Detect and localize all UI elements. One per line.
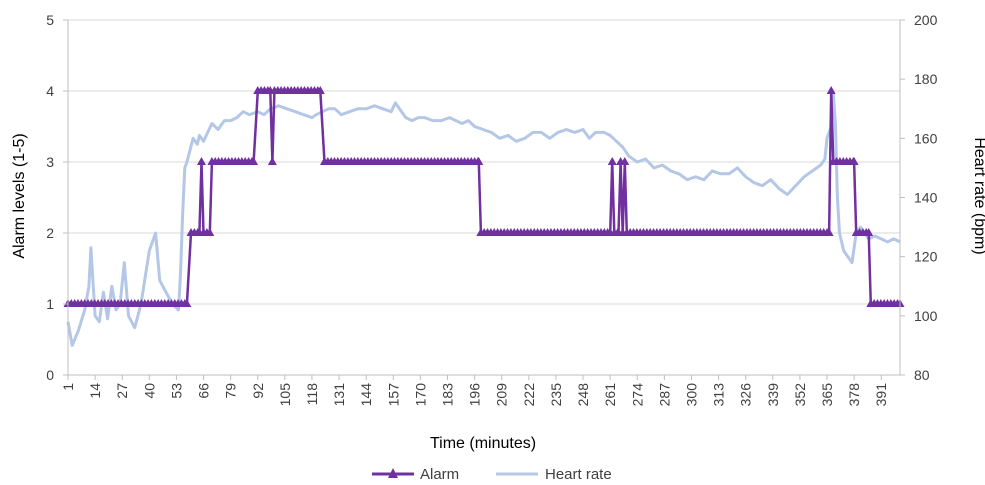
- x-tick-label: 391: [873, 383, 889, 407]
- x-axis-title: Time (minutes): [430, 435, 536, 452]
- y-left-tick-label: 5: [46, 12, 54, 28]
- y-right-tick-label: 80: [914, 367, 930, 383]
- x-tick-label: 1: [60, 383, 76, 391]
- x-tick-label: 105: [277, 383, 293, 407]
- alarm-marker: [824, 228, 834, 236]
- x-tick-label: 157: [385, 383, 401, 407]
- x-tick-label: 183: [440, 383, 456, 407]
- y-right-tick-label: 120: [914, 249, 938, 265]
- alarm-marker: [249, 157, 259, 165]
- alarm-marker: [205, 228, 215, 236]
- x-tick-label: 209: [494, 383, 510, 407]
- legend-item-heart-rate: Heart rate: [496, 466, 612, 483]
- y-left-tick-label: 3: [46, 154, 54, 170]
- legend: Alarm Heart rate: [372, 466, 612, 483]
- y-right-tick-label: 180: [914, 71, 938, 87]
- alarm-marker: [474, 157, 484, 165]
- legend-item-alarm: Alarm: [372, 466, 459, 483]
- series-layer: [63, 86, 905, 347]
- x-tick-label: 66: [196, 383, 212, 399]
- gridlines: [68, 19, 900, 305]
- heart-rate-series-line: [66, 92, 901, 347]
- x-tick-label: 261: [602, 383, 618, 407]
- x-tick-label: 274: [629, 383, 645, 407]
- y-right-tick-label: 160: [914, 130, 938, 146]
- x-tick-label: 235: [548, 383, 564, 407]
- x-tick-label: 196: [467, 383, 483, 407]
- y-left-tick-label: 1: [46, 296, 54, 312]
- alarm-marker: [196, 157, 206, 165]
- x-tick-label: 287: [656, 383, 672, 407]
- x-tick-label: 170: [412, 383, 428, 407]
- x-tick-label: 53: [168, 383, 184, 399]
- legend-heart-rate-label: Heart rate: [545, 466, 612, 483]
- alarm-marker: [315, 86, 325, 94]
- x-tick-label: 14: [87, 383, 103, 399]
- x-tick-label: 40: [141, 383, 157, 399]
- alarm-markers: [63, 86, 905, 307]
- axes: [63, 19, 905, 380]
- x-tick-label: 352: [792, 383, 808, 407]
- y-right-tick-label: 100: [914, 308, 938, 324]
- alarm-marker: [849, 157, 859, 165]
- y-left-tick-label: 4: [46, 83, 54, 99]
- y-right-tick-label: 200: [914, 12, 938, 28]
- y-left-tick-label: 2: [46, 225, 54, 241]
- alarm-marker: [620, 157, 630, 165]
- x-tick-label: 79: [223, 383, 239, 399]
- x-tick-label: 118: [304, 383, 320, 406]
- alarm-marker: [826, 86, 836, 94]
- x-tick-label: 144: [358, 383, 374, 407]
- x-tick-label: 339: [765, 383, 781, 407]
- x-tick-label: 326: [738, 383, 754, 407]
- x-tick-label: 27: [114, 383, 130, 399]
- alarm-marker: [267, 157, 277, 165]
- alarm-marker: [182, 299, 192, 307]
- x-tick-label: 248: [575, 383, 591, 407]
- x-tick-label: 313: [711, 383, 727, 407]
- x-tick-label: 365: [819, 383, 835, 407]
- alarm-marker: [864, 228, 874, 236]
- y-axis-right-title: Heart rate (bpm): [971, 137, 985, 254]
- y-right-tick-label: 140: [914, 190, 938, 206]
- x-tick-label: 131: [331, 383, 347, 407]
- alarm-series-line: [68, 89, 900, 306]
- legend-alarm-label: Alarm: [420, 466, 459, 483]
- y-left-tick-label: 0: [46, 367, 54, 383]
- y-axis-left-title: Alarm levels (1-5): [11, 133, 28, 258]
- x-tick-label: 300: [683, 383, 699, 407]
- x-tick-label: 378: [846, 383, 862, 407]
- x-tick-label: 222: [521, 383, 537, 407]
- alarm-marker: [607, 157, 617, 165]
- legend-alarm-marker: [388, 468, 398, 478]
- x-tick-label: 92: [250, 383, 266, 399]
